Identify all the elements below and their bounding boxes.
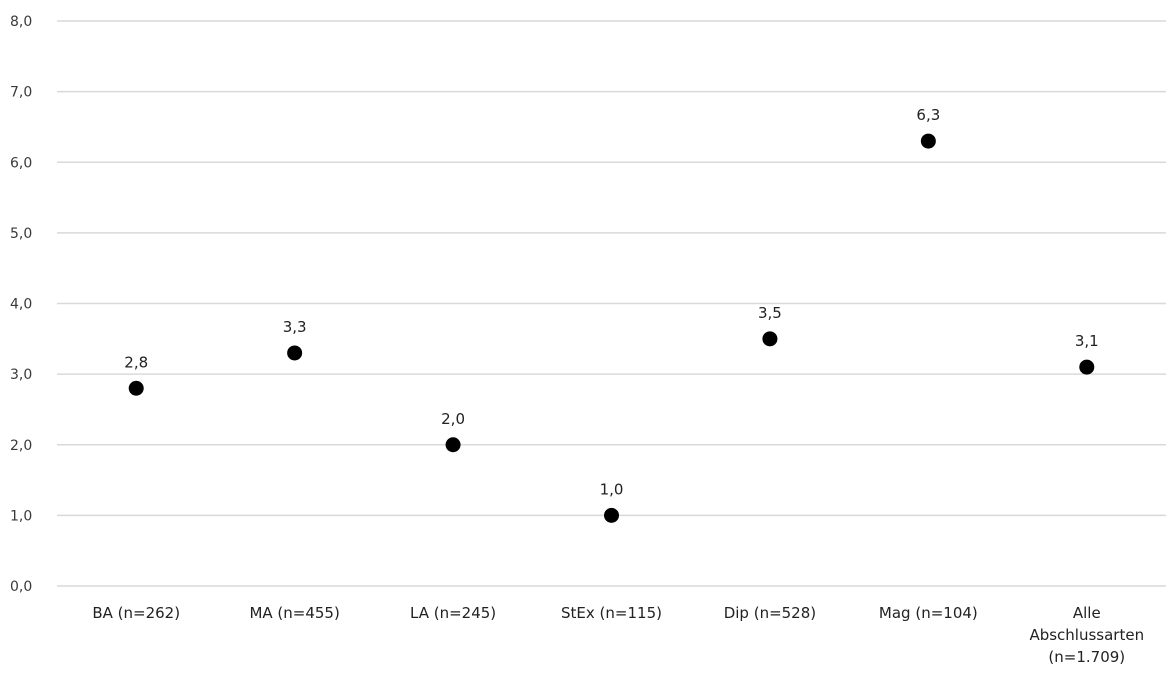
x-tick-label: Dip (n=528) — [724, 604, 816, 622]
y-tick-label: 8,0 — [10, 14, 32, 30]
y-tick-label: 1,0 — [10, 508, 32, 524]
data-point — [1079, 359, 1095, 375]
y-tick-label: 0,0 — [10, 579, 32, 595]
x-tick-label-line: LA (n=245) — [410, 604, 496, 622]
data-point — [920, 133, 936, 149]
data-points — [128, 133, 1095, 523]
y-tick-label: 3,0 — [10, 367, 32, 383]
data-label: 6,3 — [916, 106, 940, 124]
x-tick-label-line: BA (n=262) — [92, 604, 180, 622]
y-tick-label: 5,0 — [10, 226, 32, 242]
y-tick-label: 4,0 — [10, 297, 32, 313]
data-label: 2,0 — [441, 410, 465, 428]
x-tick-label: MA (n=455) — [249, 604, 339, 622]
data-point — [762, 331, 778, 347]
data-point — [128, 380, 144, 396]
x-tick-label: Mag (n=104) — [879, 604, 978, 622]
data-label: 2,8 — [124, 353, 148, 371]
gridlines — [57, 20, 1166, 587]
x-tick-label-line: Mag (n=104) — [879, 604, 978, 622]
x-tick-label-line: Abschlussarten — [1029, 626, 1144, 644]
data-point — [445, 437, 461, 453]
data-label: 3,1 — [1075, 332, 1099, 350]
x-tick-label-line: (n=1.709) — [1048, 648, 1125, 666]
x-tick-label-line: MA (n=455) — [249, 604, 339, 622]
data-point — [287, 345, 303, 361]
data-labels: 2,8 3,3 2,0 1,0 3,5 6,3 3,1 — [124, 106, 1098, 498]
y-tick-label: 2,0 — [10, 438, 32, 454]
data-point — [604, 507, 619, 523]
x-tick-label: StEx (n=115) — [561, 604, 662, 622]
y-tick-label: 7,0 — [10, 85, 32, 101]
x-tick-label: Alle Abschlussarten (n=1.709) — [1029, 604, 1144, 666]
x-tick-label: BA (n=262) — [92, 604, 180, 622]
data-label: 3,3 — [283, 318, 307, 336]
y-tick-label: 6,0 — [10, 155, 32, 171]
x-tick-label-line: Alle — [1073, 604, 1101, 622]
x-tick-label: LA (n=245) — [410, 604, 496, 622]
x-tick-label-line: Dip (n=528) — [724, 604, 816, 622]
x-tick-label-line: StEx (n=115) — [561, 604, 662, 622]
x-axis-tick-labels: BA (n=262) MA (n=455) LA (n=245) StEx (n=11… — [92, 604, 1144, 666]
data-label: 1,0 — [600, 480, 624, 498]
y-axis-tick-labels: 0,0 1,0 2,0 3,0 4,0 5,0 6,0 7,0 8,0 — [10, 14, 32, 595]
data-label: 3,5 — [758, 304, 782, 322]
